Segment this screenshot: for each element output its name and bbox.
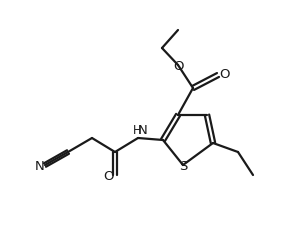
Text: N: N	[138, 124, 148, 138]
Text: S: S	[179, 161, 187, 173]
Text: H: H	[133, 124, 141, 138]
Text: O: O	[220, 69, 230, 81]
Text: O: O	[103, 170, 113, 183]
Text: N: N	[35, 160, 45, 173]
Text: O: O	[173, 60, 183, 72]
